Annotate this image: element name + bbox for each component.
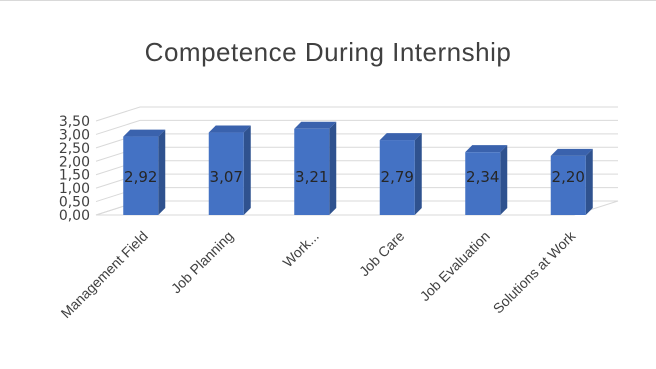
bar xyxy=(465,145,508,215)
bar-front xyxy=(465,152,501,215)
bar-top xyxy=(123,129,166,137)
data-label: 2,34 xyxy=(466,168,499,186)
bar-top xyxy=(379,133,422,141)
y-tick-label: 3,00 xyxy=(59,127,90,143)
bar xyxy=(379,133,422,215)
gridline xyxy=(95,133,618,149)
x-category-label: Job Care xyxy=(356,228,408,280)
data-label: 3,07 xyxy=(210,168,243,186)
bar-top xyxy=(550,148,593,156)
bar-side xyxy=(329,121,337,215)
bar xyxy=(294,121,337,215)
y-tick-label: 2,00 xyxy=(59,154,90,170)
bar-front xyxy=(550,155,586,215)
y-axis-ticks: 0,000,501,001,502,002,503,003,50 xyxy=(59,114,90,224)
bar-front xyxy=(208,132,244,215)
bar xyxy=(208,125,251,215)
y-tick-label: 0,50 xyxy=(59,195,90,211)
gridline xyxy=(95,187,618,203)
bar-side xyxy=(500,145,508,215)
chart-title: Competence During Internship xyxy=(144,37,512,67)
bar-layer xyxy=(123,121,593,215)
bar-side xyxy=(585,148,593,215)
x-category-label: Work... xyxy=(279,228,321,270)
y-tick-label: 3,50 xyxy=(59,114,90,130)
bar-front xyxy=(123,136,159,215)
bar xyxy=(550,148,593,215)
x-category-label: Job Planning xyxy=(168,228,237,297)
data-label: 2,92 xyxy=(124,168,157,186)
bar-side xyxy=(158,129,166,215)
x-category-label: Job Evaluation xyxy=(417,228,493,304)
data-label: 2,79 xyxy=(381,168,414,186)
x-axis-categories: Management Field Job Planning Work... Job C… xyxy=(58,227,580,321)
bar xyxy=(123,129,166,215)
x-category-label: Solutions at Work xyxy=(490,227,579,316)
bar-top xyxy=(465,145,508,153)
gridline xyxy=(95,106,618,122)
bar-front xyxy=(379,140,415,215)
x-category-label: Management Field xyxy=(58,228,151,321)
y-tick-label: 1,00 xyxy=(59,181,90,197)
bar-front xyxy=(294,128,330,215)
data-label: 2,20 xyxy=(552,168,585,186)
gridline xyxy=(95,173,618,189)
gridline xyxy=(95,119,618,135)
y-tick-label: 1,50 xyxy=(59,168,90,184)
data-label: 3,21 xyxy=(295,168,328,186)
bar-top xyxy=(294,121,337,129)
bar-side xyxy=(414,133,422,215)
bar-top xyxy=(208,125,251,133)
y-tick-label: 0,00 xyxy=(59,208,90,224)
grid-layer xyxy=(95,106,619,216)
label-layer: 2,92 3,07 3,21 2,79 2,34 2,20 xyxy=(124,168,585,186)
gridline xyxy=(95,160,618,176)
gridline xyxy=(95,200,618,216)
bar-side xyxy=(243,125,251,215)
gridline xyxy=(95,146,618,162)
chart-floor xyxy=(95,200,619,216)
y-tick-label: 2,50 xyxy=(59,141,90,157)
